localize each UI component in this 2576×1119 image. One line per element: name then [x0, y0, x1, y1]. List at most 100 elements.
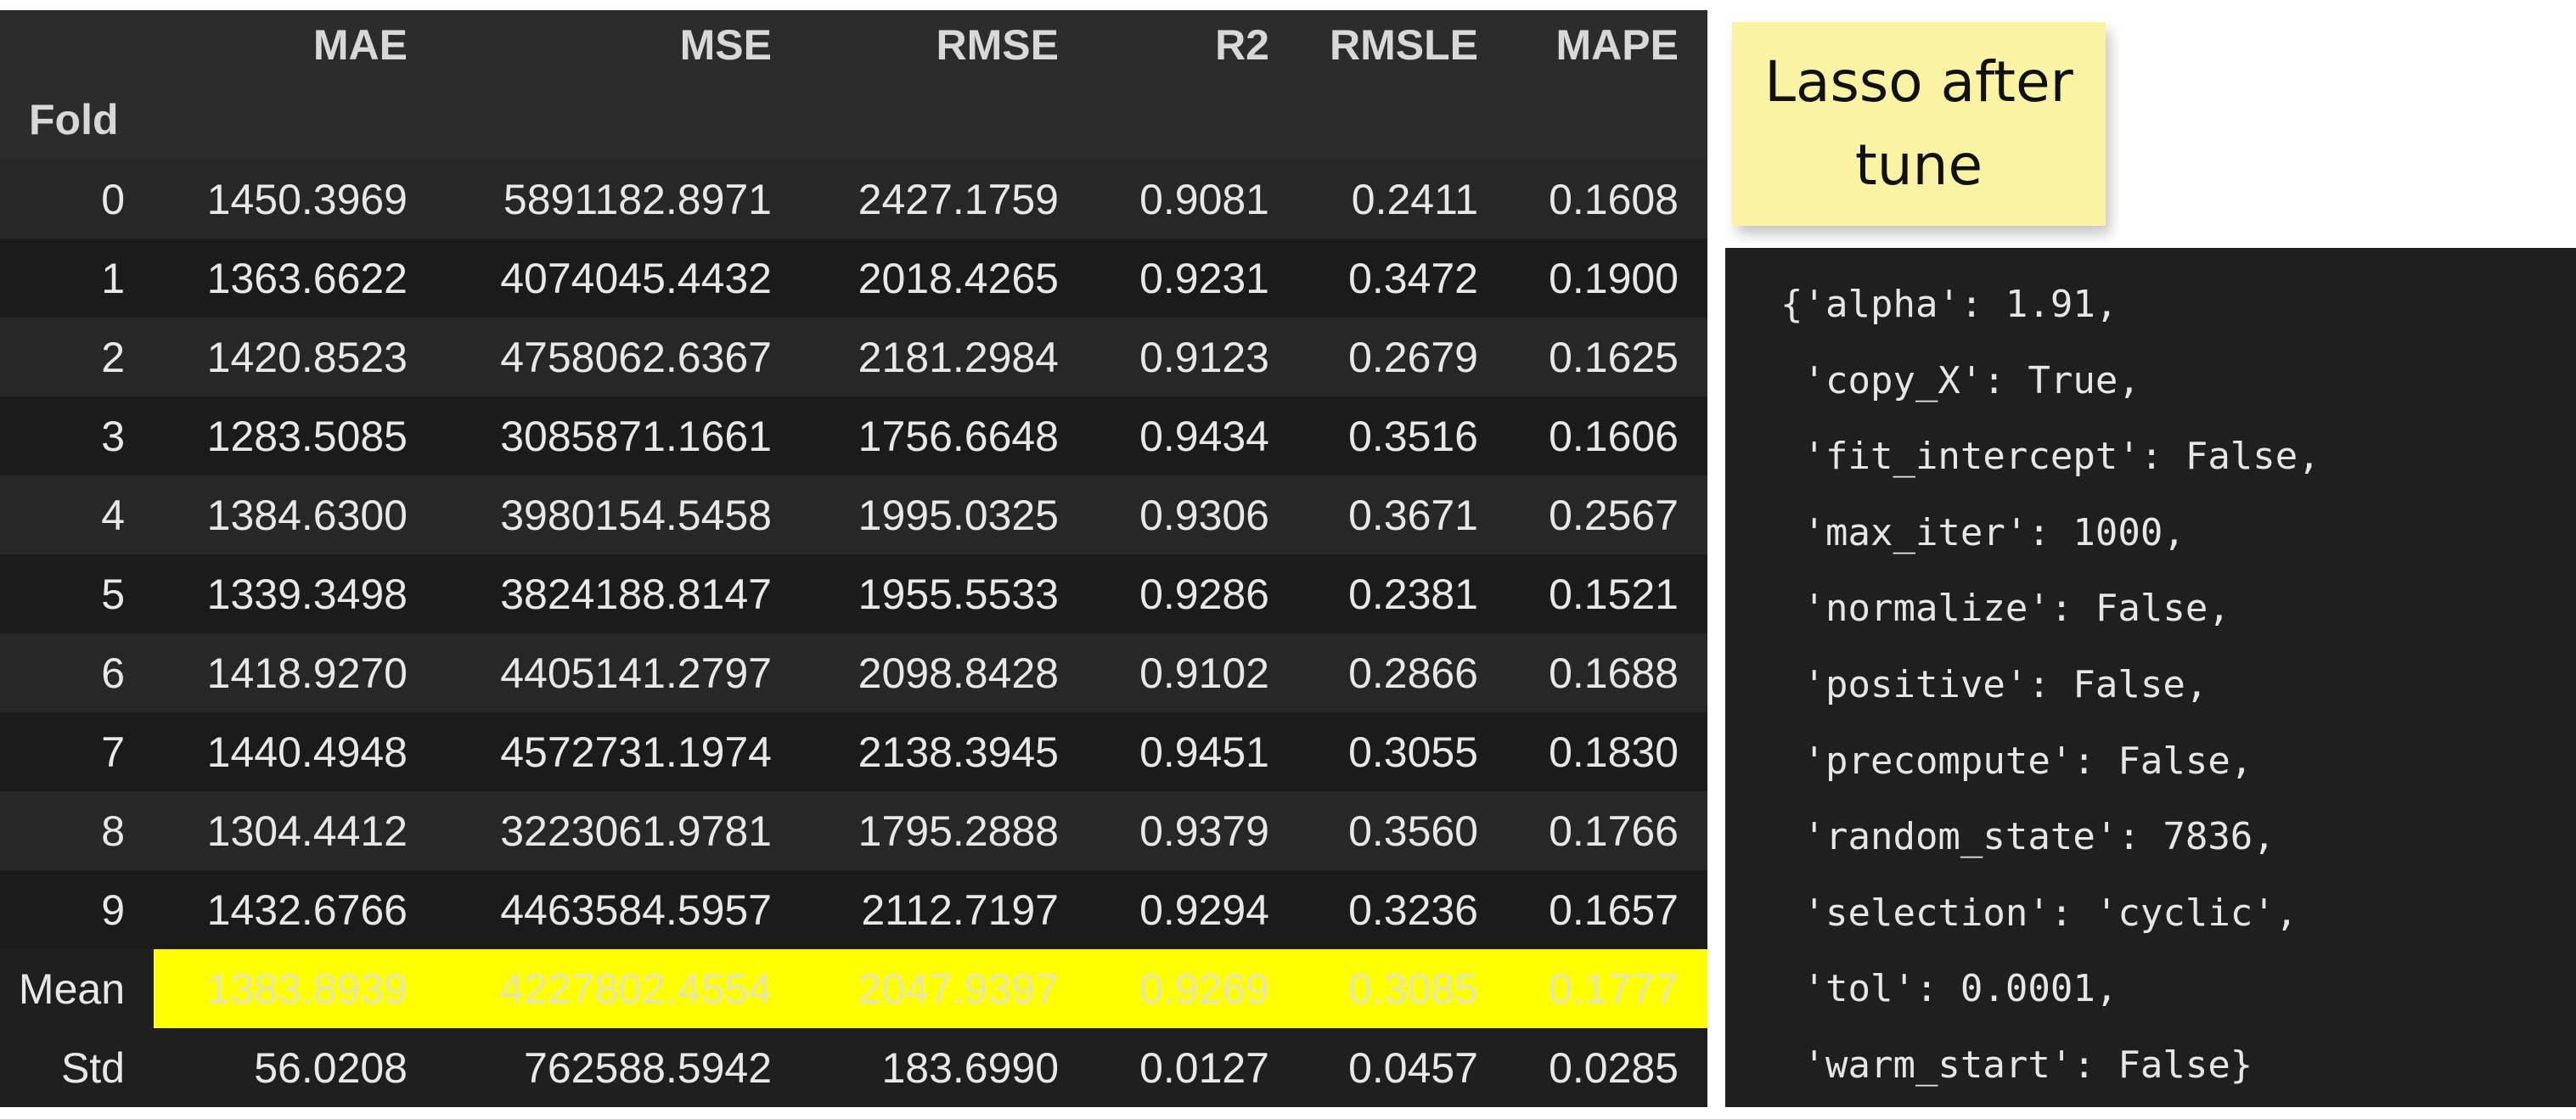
column-header-rmsle: RMSLE — [1330, 21, 1478, 69]
row-index-label: 7 — [101, 728, 125, 776]
row-index-label: 8 — [101, 807, 125, 855]
sticky-note-text: Lasso after tune — [1764, 49, 2073, 198]
table-row: 1 1363.6622 4074045.4432 2018.4265 0.9231 0.3… — [0, 239, 1707, 318]
corner-cell — [0, 10, 154, 80]
table-row-std: Std 56.0208 762588.5942 183.6990 0.0127 0.045… — [0, 1028, 1707, 1107]
code-line: 'positive': False, — [1780, 662, 2208, 706]
column-header-mae: MAE — [312, 21, 408, 69]
cell-rmsle: 0.3236 — [1348, 886, 1478, 934]
cell-mae: 1432.6766 — [206, 886, 408, 934]
cell-mse: 4227802.4554 — [436, 949, 801, 1028]
code-line: 'random_state': 7836, — [1780, 815, 2275, 859]
row-index-label: Mean — [0, 949, 154, 1028]
cell-mse: 5891182.8971 — [503, 175, 772, 223]
sticky-note: Lasso after tune — [1732, 22, 2106, 226]
table-row: 9 1432.6766 4463584.5957 2112.7197 0.9294 0.3… — [0, 870, 1707, 949]
cell-mae: 1304.4412 — [206, 807, 408, 855]
row-index-label: 2 — [101, 333, 125, 381]
cell-r2: 0.9286 — [1139, 570, 1269, 618]
cell-mse: 4074045.4432 — [500, 254, 772, 302]
table-row: 3 1283.5085 3085871.1661 1756.6648 0.9434 0.3… — [0, 396, 1707, 475]
table-row-mean: Mean 1383.8939 4227802.4554 2047.9397 0.9269… — [0, 949, 1707, 1028]
table-header-row: MAE MSE RMSE R2 RMSLE MAPE — [0, 10, 1707, 80]
cell-mape: 0.1830 — [1549, 728, 1679, 776]
cell-rmse: 2098.8428 — [858, 649, 1059, 697]
column-header-mse: MSE — [679, 21, 772, 69]
cell-mae: 1283.5085 — [206, 412, 408, 460]
cell-rmse: 1756.6648 — [858, 412, 1059, 460]
cell-rmse: 1955.5533 — [858, 570, 1059, 618]
cell-rmsle: 0.3055 — [1348, 728, 1478, 776]
index-name-row: Fold — [0, 80, 1707, 160]
cell-rmsle: 0.3472 — [1348, 254, 1478, 302]
cell-mse: 762588.5942 — [524, 1043, 772, 1092]
cell-mae: 1384.6300 — [206, 491, 408, 539]
cell-mae: 1440.4948 — [206, 728, 408, 776]
row-index-label: 3 — [101, 412, 125, 460]
cell-rmsle: 0.3671 — [1348, 491, 1478, 539]
cell-mape: 0.1606 — [1549, 412, 1679, 460]
cell-mse: 4405141.2797 — [500, 649, 772, 697]
cell-mse: 3980154.5458 — [500, 491, 772, 539]
cell-rmse: 1795.2888 — [858, 807, 1059, 855]
cell-rmse: 2181.2984 — [858, 333, 1059, 381]
cell-mape: 0.0285 — [1549, 1043, 1679, 1092]
index-name-label: Fold — [29, 96, 119, 143]
cell-r2: 0.9306 — [1139, 491, 1269, 539]
cell-r2: 0.9123 — [1139, 333, 1269, 381]
cell-mse: 4572731.1974 — [500, 728, 772, 776]
cell-rmse: 183.6990 — [881, 1043, 1059, 1092]
cell-mape: 0.1900 — [1549, 254, 1679, 302]
cell-r2: 0.9451 — [1139, 728, 1269, 776]
tuned-params-output: {'alpha': 1.91, 'copy_X': True, 'fit_int… — [1725, 248, 2576, 1107]
table-row: 2 1420.8523 4758062.6367 2181.2984 0.9123 0.2… — [0, 318, 1707, 396]
cell-mse: 3223061.9781 — [500, 807, 772, 855]
table-row: 0 1450.3969 5891182.8971 2427.1759 0.9081 0.2… — [0, 160, 1707, 239]
code-line: 'warm_start': False} — [1780, 1043, 2253, 1087]
table-row: 6 1418.9270 4405141.2797 2098.8428 0.9102 0.2… — [0, 633, 1707, 712]
cell-mape: 0.2567 — [1549, 491, 1679, 539]
code-line: 'max_iter': 1000, — [1780, 510, 2185, 554]
row-index-label: 0 — [101, 175, 125, 223]
cell-r2: 0.9081 — [1139, 175, 1269, 223]
cell-rmsle: 0.3085 — [1298, 949, 1507, 1028]
column-header-r2: R2 — [1215, 21, 1269, 69]
cell-rmse: 2047.9397 — [801, 949, 1088, 1028]
cell-rmsle: 0.2679 — [1348, 333, 1478, 381]
table-row: 7 1440.4948 4572731.1974 2138.3945 0.9451 0.3… — [0, 712, 1707, 791]
cell-mae: 1383.8939 — [154, 949, 436, 1028]
cell-mape: 0.1688 — [1549, 649, 1679, 697]
code-line: 'normalize': False, — [1780, 587, 2230, 631]
cell-r2: 0.9379 — [1139, 807, 1269, 855]
code-line: 'precompute': False, — [1780, 739, 2253, 783]
cell-r2: 0.9434 — [1139, 412, 1269, 460]
cell-rmsle: 0.2381 — [1348, 570, 1478, 618]
cell-mse: 4758062.6367 — [500, 333, 772, 381]
cell-mse: 4463584.5957 — [500, 886, 772, 934]
cell-mape: 0.1625 — [1549, 333, 1679, 381]
cell-rmsle: 0.3560 — [1348, 807, 1478, 855]
cell-mse: 3085871.1661 — [500, 412, 772, 460]
column-header-rmse: RMSE — [936, 21, 1059, 69]
table-row: 5 1339.3498 3824188.8147 1955.5533 0.9286 0.2… — [0, 554, 1707, 633]
code-line: 'copy_X': True, — [1780, 358, 2140, 402]
cell-mae: 1450.3969 — [206, 175, 408, 223]
column-header-mape: MAPE — [1555, 21, 1679, 69]
table-row: 8 1304.4412 3223061.9781 1795.2888 0.9379 0.3… — [0, 791, 1707, 870]
row-index-label: Std — [60, 1043, 125, 1092]
row-index-label: 1 — [101, 254, 125, 302]
cell-mse: 3824188.8147 — [500, 570, 772, 618]
cell-mae: 1420.8523 — [206, 333, 408, 381]
cell-rmsle: 0.2411 — [1351, 175, 1478, 223]
row-index-label: 5 — [101, 570, 125, 618]
cell-mae: 1363.6622 — [206, 254, 408, 302]
cv-results-table: MAE MSE RMSE R2 RMSLE MAPE Fold 0 1450.39… — [0, 10, 1707, 1107]
cell-mae: 1418.9270 — [206, 649, 408, 697]
code-line: 'selection': 'cyclic', — [1780, 891, 2298, 935]
cell-rmse: 1995.0325 — [858, 491, 1059, 539]
cell-mape: 0.1521 — [1549, 570, 1679, 618]
row-index-label: 6 — [101, 649, 125, 697]
row-index-label: 4 — [101, 491, 125, 539]
cell-r2: 0.9231 — [1139, 254, 1269, 302]
cell-rmse: 2138.3945 — [858, 728, 1059, 776]
